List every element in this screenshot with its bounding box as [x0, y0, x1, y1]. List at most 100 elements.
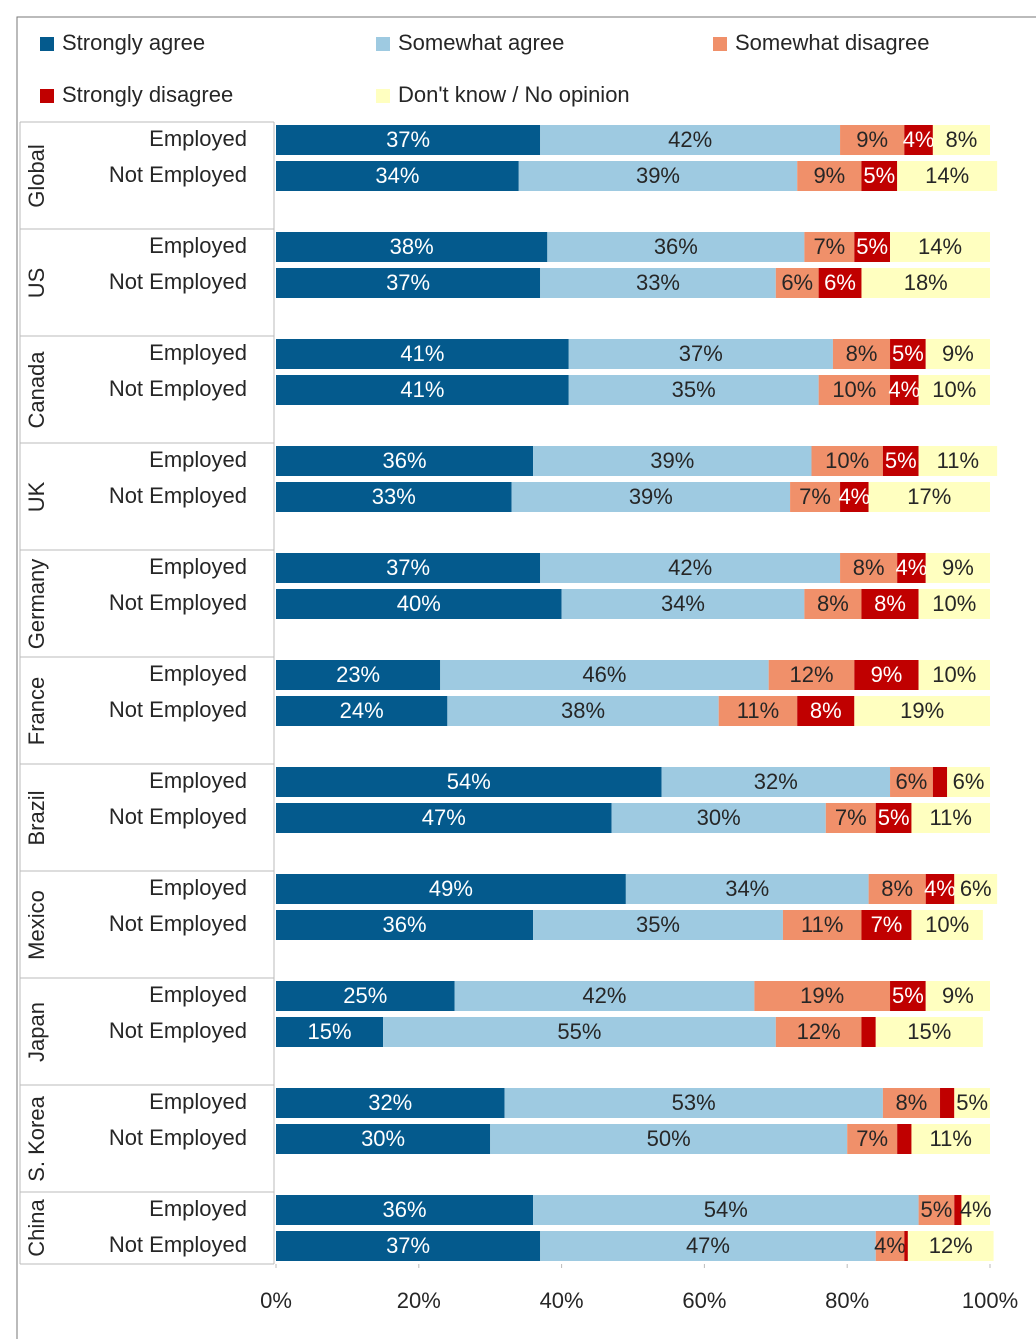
bar-segment	[276, 874, 626, 904]
bar-segment	[861, 589, 919, 619]
group-label: Japan	[24, 1002, 49, 1062]
value-label: 42%	[668, 127, 712, 152]
bar-segment	[490, 1124, 848, 1154]
bar-segment	[276, 589, 562, 619]
value-label: 41%	[400, 377, 444, 402]
x-tick-label: 40%	[540, 1288, 584, 1313]
category-label: Not Employed	[109, 804, 247, 829]
bar-segment	[904, 125, 933, 155]
value-label: 30%	[361, 1126, 405, 1151]
bar-segment	[276, 1017, 384, 1047]
value-label: 4%	[903, 127, 935, 152]
value-label: 11%	[930, 1126, 972, 1151]
value-label: 4%	[888, 377, 920, 402]
bar-segment	[861, 161, 898, 191]
category-label: Employed	[149, 126, 247, 151]
bar-segment	[276, 910, 534, 940]
bar-segment	[882, 446, 919, 476]
legend-label: Don't know / No opinion	[398, 82, 630, 107]
category-label: Employed	[149, 875, 247, 900]
value-label: 7%	[871, 912, 903, 937]
bar-segment	[818, 268, 862, 298]
bar-segment	[540, 125, 841, 155]
value-label: 38%	[390, 234, 434, 259]
bar-segment	[775, 268, 819, 298]
value-label: 10%	[932, 591, 976, 616]
bar-segment	[782, 910, 862, 940]
bar-segment	[561, 589, 805, 619]
group-label: China	[24, 1198, 49, 1256]
legend-swatch	[40, 37, 54, 51]
value-label: 47%	[422, 805, 466, 830]
value-label: 46%	[582, 662, 626, 687]
category-label: Not Employed	[109, 697, 247, 722]
value-label: 36%	[654, 234, 698, 259]
bar-segment	[890, 375, 919, 405]
bar-segment	[854, 232, 891, 262]
group-label: Germany	[24, 559, 49, 649]
bar-segment	[625, 874, 869, 904]
frame	[16, 16, 1036, 1339]
bar-segment	[276, 1088, 505, 1118]
category-label: Employed	[149, 554, 247, 579]
legend-label: Somewhat agree	[398, 30, 564, 55]
group-label: UK	[24, 481, 49, 512]
value-label: 5%	[885, 448, 917, 473]
value-label: 39%	[636, 163, 680, 188]
bar-segment	[904, 1231, 908, 1261]
value-label: 15%	[907, 1019, 951, 1044]
value-label: 8%	[846, 341, 878, 366]
value-label: 35%	[636, 912, 680, 937]
bar-segment	[875, 1017, 983, 1047]
group-label: S. Korea	[24, 1095, 49, 1181]
bar-segment	[718, 696, 798, 726]
value-label: 8%	[874, 591, 906, 616]
value-label: 54%	[704, 1197, 748, 1222]
legend-swatch	[376, 37, 390, 51]
bar-segment	[847, 1124, 898, 1154]
value-label: 11%	[737, 698, 779, 723]
bar-segment	[661, 767, 891, 797]
bar-segment	[954, 1088, 990, 1118]
bar-segment	[947, 767, 990, 797]
value-label: 32%	[754, 769, 798, 794]
bar-segment	[875, 1231, 905, 1261]
value-label: 12%	[797, 1019, 841, 1044]
legend-label: Strongly agree	[62, 30, 205, 55]
value-label: 37%	[386, 555, 430, 580]
group-label: Brazil	[24, 790, 49, 845]
legend-swatch	[713, 37, 727, 51]
bar-segment	[890, 339, 926, 369]
bar-segment	[890, 232, 990, 262]
value-label: 10%	[932, 662, 976, 687]
bar-segment	[897, 161, 998, 191]
legend-label: Somewhat disagree	[735, 30, 929, 55]
value-label: 9%	[942, 983, 974, 1008]
bar-segment	[918, 375, 990, 405]
bar-segment	[276, 696, 448, 726]
bar-segment	[276, 232, 548, 262]
value-label: 35%	[672, 377, 716, 402]
category-label: Employed	[149, 982, 247, 1007]
bar-segment	[925, 981, 990, 1011]
category-label: Not Employed	[109, 1018, 247, 1043]
value-label: 34%	[725, 876, 769, 901]
value-label: 47%	[686, 1233, 730, 1258]
value-label: 10%	[925, 912, 969, 937]
category-label: Employed	[149, 1196, 247, 1221]
value-label: 4%	[874, 1233, 906, 1258]
group-label: US	[24, 268, 49, 299]
value-label: 14%	[925, 163, 969, 188]
category-label: Employed	[149, 1089, 247, 1114]
bar-segment	[832, 339, 891, 369]
legend-swatch	[376, 89, 390, 103]
bar-segment	[504, 1088, 883, 1118]
bar-segment	[897, 1124, 912, 1154]
bar-segment	[540, 1231, 876, 1261]
value-label: 6%	[953, 769, 985, 794]
value-label: 11%	[801, 912, 843, 937]
value-label: 24%	[340, 698, 384, 723]
value-label: 55%	[557, 1019, 601, 1044]
value-label: 50%	[647, 1126, 691, 1151]
value-label: 36%	[382, 1197, 426, 1222]
